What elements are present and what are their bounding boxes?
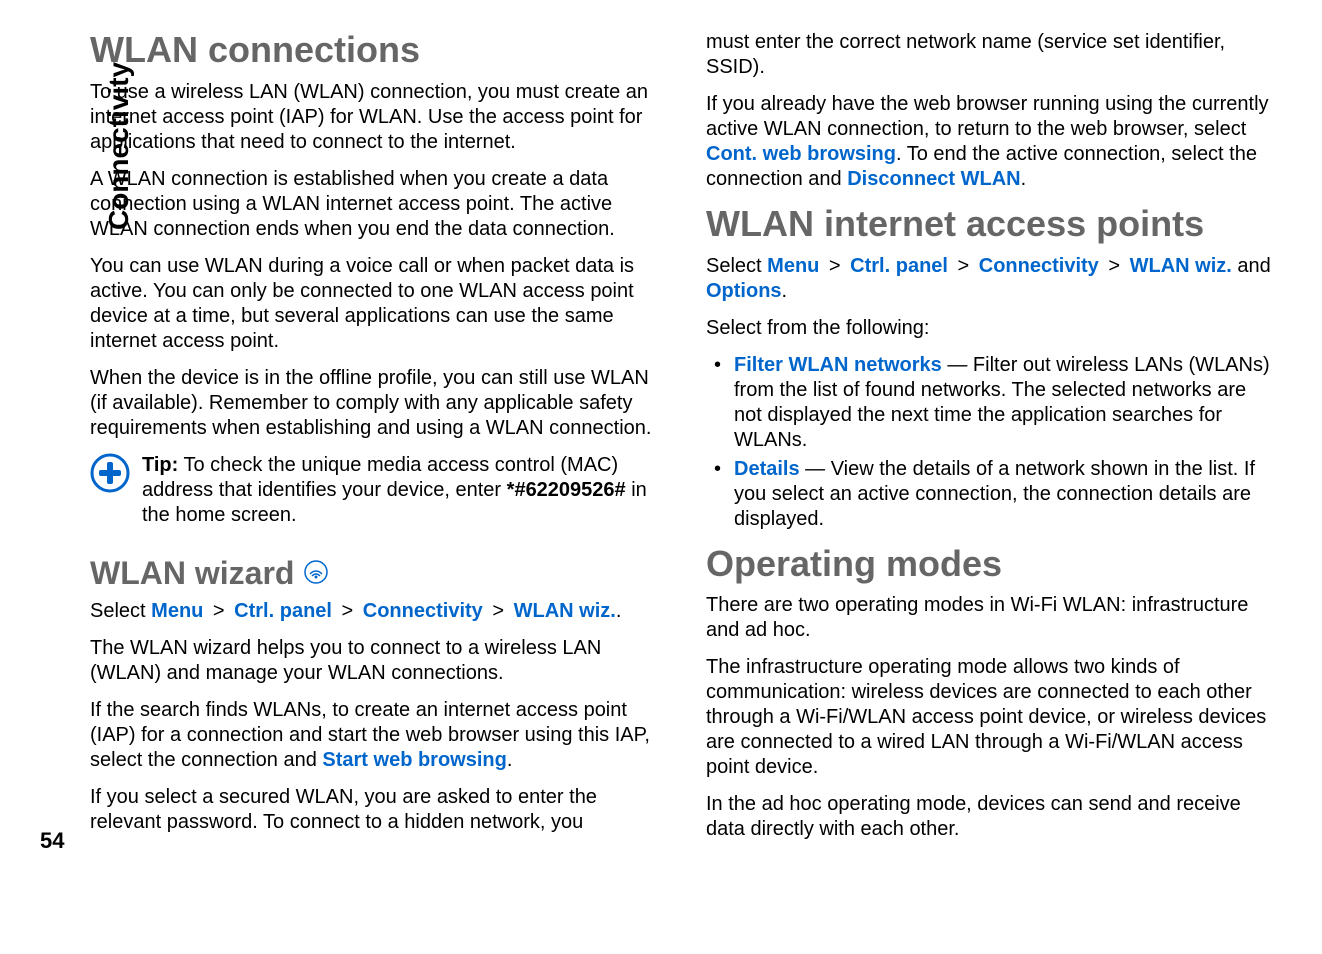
- nav-wlan-link[interactable]: WLAN wiz.: [1130, 255, 1232, 277]
- start-web-browsing-link[interactable]: Start web browsing: [322, 749, 506, 771]
- nav-sep: >: [336, 600, 359, 622]
- body-text: You can use WLAN during a voice call or …: [90, 254, 656, 354]
- body-text: There are two operating modes in Wi-Fi W…: [706, 593, 1272, 643]
- body-text: The WLAN wizard helps you to connect to …: [90, 636, 656, 686]
- details-link[interactable]: Details: [734, 458, 800, 480]
- heading-wlan-iap: WLAN internet access points: [706, 204, 1272, 244]
- nav-sep: >: [823, 255, 846, 277]
- nav-sep: >: [207, 600, 230, 622]
- list-item-text: — View the details of a network shown in…: [734, 458, 1255, 530]
- list-item: Details — View the details of a network …: [706, 457, 1272, 532]
- nav-path: Select Menu > Ctrl. panel > Connectivity…: [706, 254, 1272, 304]
- body-text: When the device is in the offline profil…: [90, 366, 656, 441]
- wifi-icon: [304, 556, 328, 591]
- heading-wlan-wizard: WLAN wizard: [90, 556, 656, 591]
- body-text: To use a wireless LAN (WLAN) connection,…: [90, 80, 656, 155]
- right-column: must enter the correct network name (ser…: [706, 30, 1272, 924]
- body-text: If you select a secured WLAN, you are as…: [90, 785, 656, 835]
- body-text: If you already have the web browser runn…: [706, 92, 1272, 192]
- nav-wlan-link[interactable]: WLAN wiz.: [514, 600, 616, 622]
- body-text: The infrastructure operating mode allows…: [706, 655, 1272, 780]
- filter-wlan-link[interactable]: Filter WLAN networks: [734, 354, 942, 376]
- body-text-a: If you already have the web browser runn…: [706, 93, 1269, 140]
- list-item: Filter WLAN networks — Filter out wirele…: [706, 353, 1272, 453]
- nav-sep: >: [1103, 255, 1126, 277]
- nav-dot: .: [782, 280, 788, 302]
- nav-sep: >: [952, 255, 975, 277]
- content-columns: WLAN connections To use a wireless LAN (…: [90, 30, 1272, 924]
- left-column: WLAN connections To use a wireless LAN (…: [90, 30, 656, 924]
- nav-and: and: [1232, 255, 1271, 277]
- nav-menu-link[interactable]: Menu: [767, 255, 819, 277]
- tip-label: Tip:: [142, 454, 178, 476]
- nav-dot: .: [616, 600, 622, 622]
- body-text-b: .: [507, 749, 513, 771]
- nav-menu-link[interactable]: Menu: [151, 600, 203, 622]
- nav-select: Select: [90, 600, 151, 622]
- body-text: In the ad hoc operating mode, devices ca…: [706, 792, 1272, 842]
- tip-plus-icon: [90, 453, 130, 493]
- body-text: A WLAN connection is established when yo…: [90, 167, 656, 242]
- body-text: must enter the correct network name (ser…: [706, 30, 1272, 80]
- disconnect-wlan-link[interactable]: Disconnect WLAN: [847, 168, 1020, 190]
- options-list: Filter WLAN networks — Filter out wirele…: [706, 353, 1272, 532]
- nav-sep: >: [487, 600, 510, 622]
- heading-wlan-connections: WLAN connections: [90, 30, 656, 70]
- cont-web-browsing-link[interactable]: Cont. web browsing: [706, 143, 896, 165]
- nav-options-link[interactable]: Options: [706, 280, 782, 302]
- section-sidebar-label: Connectivity: [103, 62, 135, 230]
- nav-ctrl-link[interactable]: Ctrl. panel: [850, 255, 948, 277]
- tip-code: *#62209526#: [507, 479, 626, 501]
- body-text: If the search finds WLANs, to create an …: [90, 698, 656, 773]
- heading-operating-modes: Operating modes: [706, 544, 1272, 584]
- nav-ctrl-link[interactable]: Ctrl. panel: [234, 600, 332, 622]
- nav-conn-link[interactable]: Connectivity: [979, 255, 1099, 277]
- body-text: Select from the following:: [706, 316, 1272, 341]
- nav-select: Select: [706, 255, 767, 277]
- tip-text: Tip: To check the unique media access co…: [142, 453, 656, 528]
- nav-conn-link[interactable]: Connectivity: [363, 600, 483, 622]
- page-number: 54: [40, 828, 64, 854]
- heading-wlan-wizard-text: WLAN wizard: [90, 556, 294, 591]
- nav-path: Select Menu > Ctrl. panel > Connectivity…: [90, 599, 656, 624]
- body-text-c: .: [1021, 168, 1027, 190]
- tip-box: Tip: To check the unique media access co…: [90, 453, 656, 528]
